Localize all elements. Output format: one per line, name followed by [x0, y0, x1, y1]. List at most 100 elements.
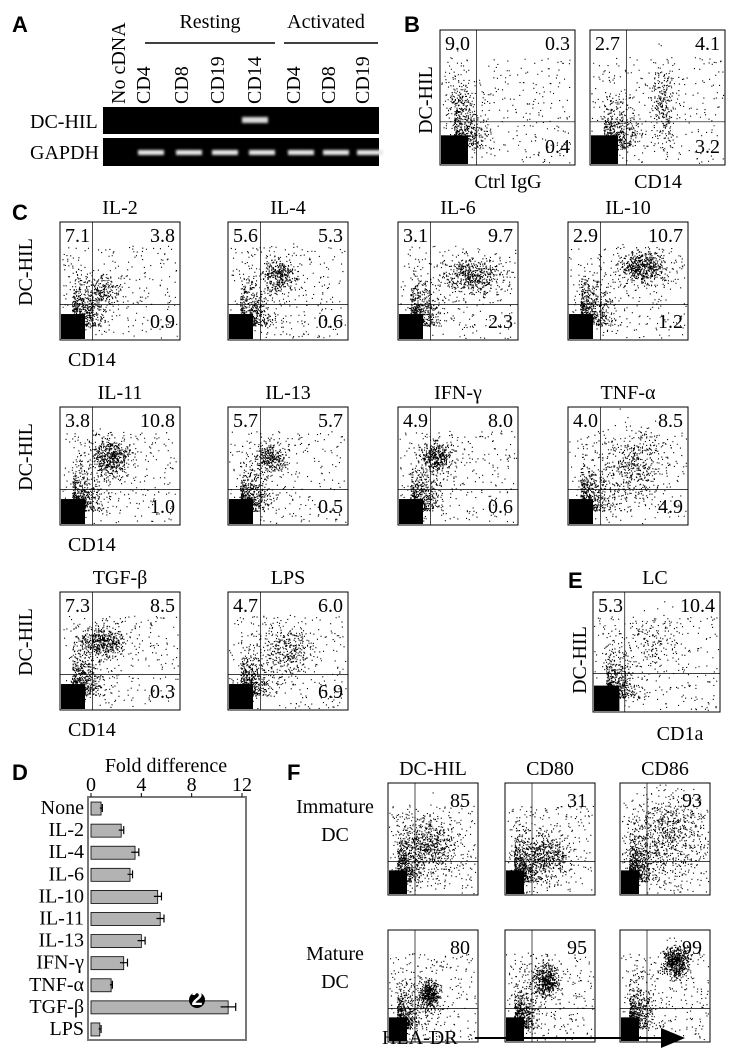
lane-label: CD8	[171, 66, 193, 104]
event-dots	[621, 784, 710, 894]
percent-value: 99	[682, 937, 702, 959]
band	[249, 150, 275, 155]
band	[357, 150, 383, 155]
row-label: GAPDH	[30, 142, 99, 164]
annotation-badge	[189, 992, 205, 1008]
dense-events	[594, 685, 620, 711]
band	[212, 150, 238, 155]
quadrant-value: 3.1	[403, 225, 428, 247]
axis-label: DC-HIL	[15, 238, 37, 306]
quadrant-value: 8.5	[658, 410, 683, 432]
axis-label: CD14	[68, 534, 116, 556]
plot-title: TGF-β	[93, 567, 148, 589]
plot-title: TNF-α	[601, 382, 656, 404]
quadrant-value: 0.5	[318, 496, 343, 518]
x-tick-label: 12	[232, 774, 252, 796]
panel-label: B	[404, 12, 420, 37]
column-title: CD80	[526, 758, 574, 780]
plot-title: IL-13	[265, 382, 311, 404]
quadrant-value: 0.6	[488, 496, 513, 518]
quadrant-value: 5.6	[233, 225, 258, 247]
dense-events	[61, 314, 85, 339]
band	[288, 150, 314, 155]
quadrant-value: 10.7	[648, 225, 683, 247]
row-label: Immature	[296, 796, 374, 818]
row-label: DC	[321, 824, 349, 846]
quadrant-value: 0.3	[150, 681, 175, 703]
dense-events	[61, 499, 85, 524]
quadrant-value: 5.3	[318, 225, 343, 247]
error-bar	[109, 980, 113, 989]
lane-label: CD19	[207, 56, 229, 104]
axis-label: DC-HIL	[569, 626, 591, 694]
event-dots	[507, 805, 594, 894]
dense-events	[399, 314, 423, 339]
category-label: LPS	[50, 1018, 84, 1040]
lane-label: CD19	[352, 56, 374, 104]
category-label: IL-6	[48, 863, 84, 885]
quadrant-value: 5.3	[598, 595, 623, 617]
bar	[90, 890, 159, 904]
percent-value: 95	[567, 937, 587, 959]
event-dots	[621, 937, 709, 1041]
quadrant-value: 4.0	[573, 410, 598, 432]
quadrant-value: 3.8	[150, 225, 175, 247]
event-dots	[389, 953, 477, 1041]
category-label: TNF-α	[29, 974, 84, 996]
annotation: 2	[191, 988, 202, 1010]
bar	[90, 1022, 101, 1037]
event-dots	[61, 428, 177, 524]
category-label: IL-13	[38, 930, 84, 952]
event-dots	[230, 243, 346, 339]
plot-title: LC	[642, 567, 668, 589]
dense-events	[389, 870, 407, 894]
error-bar	[127, 870, 134, 879]
plot-title: LPS	[271, 567, 305, 589]
percent-value: 31	[567, 790, 587, 812]
quadrant-value: 9.7	[488, 225, 513, 247]
quadrant-value: 8.5	[150, 595, 175, 617]
bar	[90, 912, 161, 926]
group-label: Activated	[287, 11, 365, 33]
band	[138, 150, 164, 155]
dense-events	[621, 870, 639, 894]
category-label: TGF-β	[29, 996, 84, 1018]
quadrant-value: 2.3	[488, 311, 513, 333]
event-dots	[389, 792, 477, 895]
category-label: IFN-γ	[36, 952, 84, 974]
column-title: CD86	[641, 758, 689, 780]
event-dots	[62, 245, 178, 339]
percent-value: 80	[450, 937, 470, 959]
group-label: Resting	[179, 11, 240, 33]
plot-title: IFN-γ	[434, 382, 482, 404]
quadrant-value: 3.2	[695, 136, 720, 158]
dense-events	[569, 314, 593, 339]
band	[176, 150, 202, 155]
error-bar	[98, 1024, 102, 1033]
dense-events	[229, 684, 253, 709]
bar	[90, 801, 102, 816]
lane-label: No cDNA	[108, 22, 130, 104]
chart-title: Fold difference	[105, 755, 227, 777]
x-tick-label: 4	[136, 774, 146, 796]
quadrant-value: 0.6	[318, 311, 343, 333]
band	[242, 117, 268, 123]
quadrant-value: 7.1	[65, 225, 90, 247]
lane-label: CD8	[318, 66, 340, 104]
quadrant-value: 5.7	[318, 410, 343, 432]
panel-label: D	[12, 760, 28, 785]
axis-label: CD14	[634, 171, 682, 193]
quadrant-value: 5.7	[233, 410, 258, 432]
lane-label: CD4	[133, 66, 155, 104]
axis-label: HLA-DR	[382, 1027, 458, 1049]
panel-label: A	[12, 12, 28, 37]
percent-value: 93	[682, 790, 702, 812]
error-bar	[118, 826, 125, 835]
dense-events	[229, 314, 253, 339]
axis-label: CD14	[68, 349, 116, 371]
error-bar	[99, 804, 103, 813]
quadrant-value: 4.1	[695, 33, 720, 55]
percent-value: 85	[450, 790, 470, 812]
quadrant-value: 1.0	[150, 496, 175, 518]
x-tick-label: 0	[86, 774, 96, 796]
